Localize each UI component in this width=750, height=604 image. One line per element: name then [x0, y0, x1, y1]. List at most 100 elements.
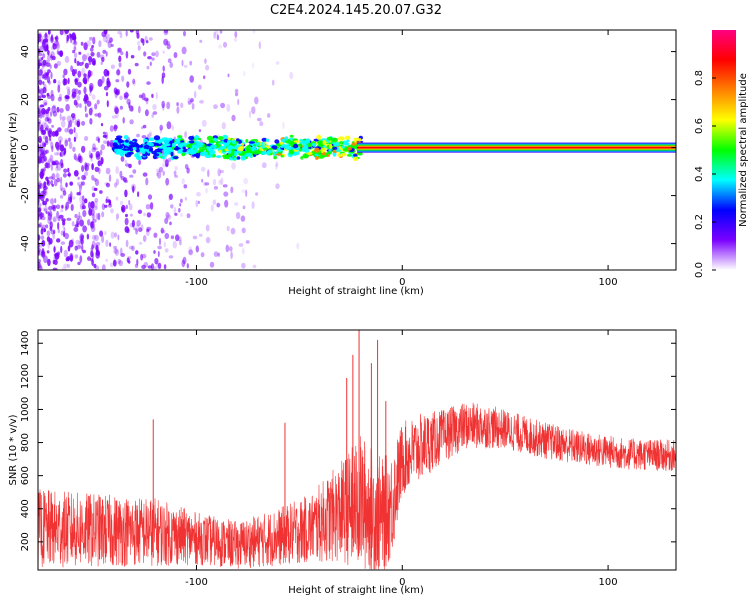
- noise-dot: [115, 166, 119, 175]
- noise-dot: [38, 224, 41, 228]
- band-dot: [123, 135, 129, 140]
- noise-dot: [230, 186, 234, 194]
- noise-dot: [93, 200, 98, 208]
- noise-dot: [73, 45, 77, 52]
- noise-dot: [90, 221, 94, 227]
- band-dot: [175, 138, 181, 144]
- noise-dot: [38, 135, 42, 144]
- noise-dot: [50, 55, 53, 59]
- noise-dot: [74, 78, 79, 86]
- noise-dot: [48, 205, 53, 211]
- noise-dot: [165, 177, 170, 186]
- noise-dot: [126, 81, 130, 88]
- noise-dot: [91, 58, 96, 66]
- noise-dot: [126, 228, 130, 234]
- noise-dot: [64, 232, 69, 240]
- band-dot: [306, 152, 313, 155]
- noise-dot: [59, 108, 64, 113]
- noise-dot: [91, 213, 95, 220]
- band-dot: [217, 136, 224, 141]
- noise-dot: [67, 245, 71, 252]
- noise-dot: [56, 60, 62, 67]
- noise-dot: [127, 68, 132, 75]
- y-tick-label: 40: [20, 45, 31, 58]
- noise-dot: [45, 125, 49, 129]
- noise-dot: [42, 81, 45, 85]
- noise-dot: [120, 247, 123, 256]
- band-dot: [180, 140, 185, 143]
- noise-dot: [112, 259, 117, 267]
- band-dot: [195, 152, 200, 159]
- noise-dot: [60, 187, 66, 192]
- noise-dot: [151, 52, 156, 57]
- noise-dot: [176, 106, 180, 114]
- band-dot: [252, 150, 260, 155]
- noise-dot: [248, 110, 252, 119]
- noise-dot: [45, 149, 49, 154]
- noise-dot: [113, 105, 119, 114]
- noise-dot: [78, 51, 82, 55]
- noise-dot: [102, 34, 108, 43]
- noise-dot: [47, 128, 53, 135]
- noise-dot: [66, 86, 71, 91]
- noise-dot: [87, 75, 90, 83]
- noise-dot: [109, 262, 114, 268]
- noise-dot: [90, 47, 94, 52]
- noise-dot: [203, 181, 207, 187]
- band-dot: [153, 135, 161, 141]
- band-dot: [244, 146, 251, 152]
- noise-dot: [144, 97, 149, 102]
- noise-dot: [50, 198, 54, 205]
- noise-dot: [147, 56, 152, 60]
- band-dot: [149, 142, 155, 147]
- noise-dot: [79, 103, 82, 108]
- noise-dot: [162, 170, 165, 176]
- noise-dot: [214, 30, 219, 36]
- noise-dot: [44, 76, 47, 81]
- noise-dot: [141, 135, 147, 139]
- noise-dot: [261, 162, 267, 169]
- noise-dot: [109, 125, 114, 132]
- noise-dot: [237, 98, 240, 106]
- noise-dot: [252, 62, 255, 69]
- y-tick-label: 400: [20, 499, 31, 518]
- noise-dot: [119, 170, 123, 178]
- noise-dot: [104, 230, 107, 236]
- noise-dot: [132, 80, 136, 87]
- noise-dot: [88, 62, 92, 65]
- noise-dot: [65, 257, 70, 262]
- noise-dot: [51, 124, 54, 128]
- noise-dot: [93, 263, 97, 268]
- noise-dot: [59, 151, 64, 158]
- noise-dot: [120, 51, 124, 56]
- noise-dot: [76, 60, 80, 66]
- noise-dot: [116, 213, 119, 220]
- noise-dot: [72, 39, 75, 46]
- noise-dot: [78, 240, 82, 249]
- noise-dot: [234, 89, 239, 97]
- band-dot: [332, 146, 338, 151]
- noise-dot: [218, 179, 222, 185]
- noise-dot: [89, 36, 93, 41]
- noise-dot: [69, 252, 74, 261]
- noise-dot: [72, 49, 76, 54]
- noise-dot: [61, 222, 65, 229]
- noise-dot: [56, 172, 59, 179]
- band-dot: [293, 140, 301, 143]
- noise-dot: [224, 199, 229, 208]
- noise-dot: [137, 191, 140, 198]
- noise-dot: [149, 131, 152, 136]
- band-dot: [335, 149, 342, 152]
- noise-dot: [117, 258, 121, 264]
- noise-dot: [271, 79, 275, 86]
- band-dot: [210, 144, 217, 149]
- noise-dot: [42, 59, 47, 66]
- noise-dot: [205, 64, 210, 71]
- noise-dot: [81, 244, 84, 252]
- band-dot: [193, 140, 200, 145]
- noise-dot: [146, 65, 150, 70]
- noise-dot: [44, 117, 50, 122]
- noise-dot: [84, 164, 89, 172]
- band-dot: [139, 144, 144, 148]
